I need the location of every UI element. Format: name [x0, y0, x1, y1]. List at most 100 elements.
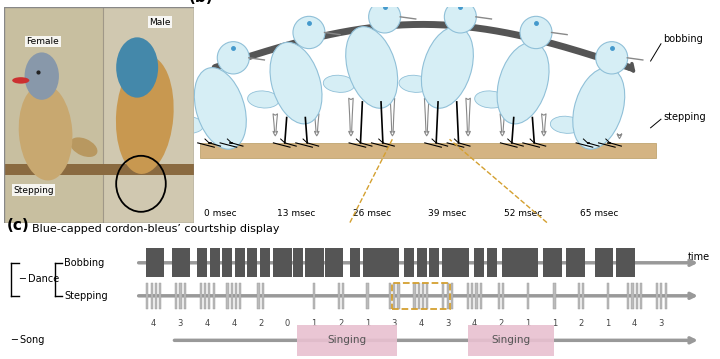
Ellipse shape [70, 137, 97, 157]
Ellipse shape [497, 42, 549, 124]
Bar [230, 283, 233, 309]
Bar [146, 283, 148, 309]
Bar [4, 7, 103, 223]
Bar [150, 283, 153, 309]
Text: stepping: stepping [664, 112, 706, 122]
Bar [235, 283, 237, 309]
Bar [197, 248, 207, 277]
Text: 2: 2 [498, 319, 504, 328]
Ellipse shape [520, 16, 552, 48]
Bar [155, 283, 157, 309]
Text: (c): (c) [7, 218, 30, 233]
Text: 4: 4 [231, 319, 236, 328]
Bar [325, 248, 343, 277]
Bar [660, 283, 662, 309]
Text: time: time [688, 252, 710, 262]
Bar [261, 283, 264, 309]
Text: 4: 4 [418, 319, 423, 328]
Text: 65 msec: 65 msec [580, 209, 618, 218]
Text: 39 msec: 39 msec [428, 209, 467, 218]
Ellipse shape [346, 27, 397, 108]
Bar [293, 248, 303, 277]
Bar [502, 283, 504, 309]
Bar [404, 248, 414, 277]
Ellipse shape [550, 116, 582, 133]
Bar [257, 283, 259, 309]
Bar [248, 248, 258, 277]
Ellipse shape [421, 27, 473, 108]
Bar [4, 164, 194, 175]
Bar [342, 283, 344, 309]
Ellipse shape [270, 42, 322, 124]
Bar [627, 283, 629, 309]
Bar [426, 283, 428, 309]
Bar [159, 283, 161, 309]
Bar [199, 283, 202, 309]
Ellipse shape [595, 42, 628, 74]
Bar [498, 283, 500, 309]
Text: 2: 2 [258, 319, 264, 328]
Bar [502, 248, 521, 277]
Text: (a): (a) [0, 0, 18, 1]
Bar [631, 283, 634, 309]
Text: 26 msec: 26 msec [353, 209, 391, 218]
Bar [467, 283, 469, 309]
Bar [468, 325, 554, 356]
Ellipse shape [116, 56, 174, 174]
Text: 4: 4 [204, 319, 210, 328]
Bar [199, 143, 656, 158]
Text: 1: 1 [606, 319, 611, 328]
Text: 1: 1 [365, 319, 370, 328]
Bar [595, 248, 613, 277]
Bar [607, 283, 609, 309]
Ellipse shape [12, 77, 30, 84]
Bar [389, 283, 391, 309]
Bar [297, 325, 397, 356]
Bar [544, 248, 562, 277]
Text: 3: 3 [659, 319, 664, 328]
Text: (b): (b) [189, 0, 214, 5]
Bar [393, 283, 395, 309]
Text: 1: 1 [312, 319, 317, 328]
Bar [487, 248, 497, 277]
Bar [184, 283, 186, 309]
Ellipse shape [444, 1, 477, 33]
Ellipse shape [399, 75, 431, 92]
Bar [210, 248, 220, 277]
Bar [451, 283, 453, 309]
Bar [212, 283, 215, 309]
Text: Female: Female [27, 37, 59, 46]
Bar [397, 283, 400, 309]
Bar [527, 283, 529, 309]
Bar [418, 283, 420, 309]
Text: 3: 3 [178, 319, 183, 328]
Text: 4: 4 [472, 319, 477, 328]
Bar [362, 248, 381, 277]
Text: Singing: Singing [327, 335, 366, 345]
Text: Singing: Singing [492, 335, 531, 345]
Bar [392, 283, 449, 309]
Bar [179, 283, 181, 309]
Text: 3: 3 [392, 319, 397, 328]
Ellipse shape [248, 91, 279, 108]
Bar [554, 283, 556, 309]
Ellipse shape [194, 67, 246, 149]
Bar [475, 283, 477, 309]
Ellipse shape [172, 116, 203, 133]
Ellipse shape [24, 52, 59, 100]
Bar [446, 283, 449, 309]
Bar [582, 283, 585, 309]
Text: bobbing: bobbing [664, 34, 703, 45]
Ellipse shape [573, 67, 625, 149]
Bar [417, 248, 427, 277]
Bar [566, 248, 585, 277]
Bar [366, 283, 369, 309]
Bar [239, 283, 241, 309]
Bar [480, 283, 482, 309]
Ellipse shape [19, 84, 73, 181]
Text: 2: 2 [338, 319, 343, 328]
Bar [338, 283, 340, 309]
Bar [616, 248, 635, 277]
Bar [351, 248, 361, 277]
Bar [442, 248, 452, 277]
